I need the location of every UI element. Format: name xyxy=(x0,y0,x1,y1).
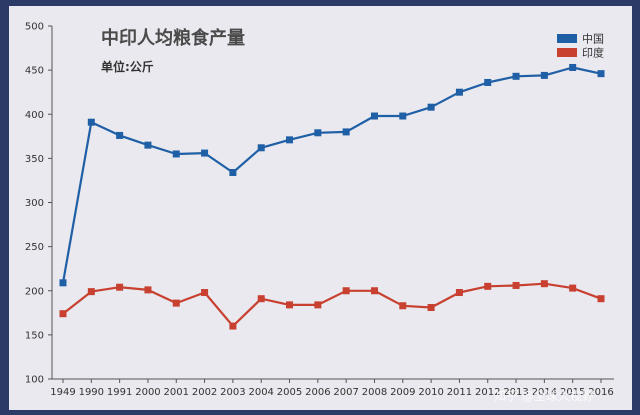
x-tick-label: 2002 xyxy=(192,387,217,398)
series-line-china xyxy=(61,66,602,283)
data-point xyxy=(201,289,209,297)
y-tick-label: 150 xyxy=(25,330,44,341)
data-point xyxy=(597,295,605,303)
legend-swatch xyxy=(557,34,577,43)
data-point xyxy=(399,112,407,120)
x-tick-label: 2014 xyxy=(532,387,557,398)
legend-label: 中国 xyxy=(582,33,604,46)
data-point xyxy=(484,78,492,86)
chart-subtitle: 单位:公斤 xyxy=(101,59,154,74)
watermark: 知乎 @全球大视野 xyxy=(494,388,594,403)
chart-title: 中印人均粮食产量 xyxy=(101,27,245,49)
x-tick-label: 2001 xyxy=(164,387,189,398)
data-point xyxy=(455,289,463,297)
data-point xyxy=(597,70,605,78)
x-tick-label: 2009 xyxy=(390,387,415,398)
y-tick-label: 350 xyxy=(25,154,44,165)
y-tick-label: 400 xyxy=(25,110,44,121)
data-point xyxy=(172,299,180,307)
data-point xyxy=(286,136,294,144)
x-tick-label: 1990 xyxy=(79,387,104,398)
data-point xyxy=(427,304,435,312)
x-tick-label: 2016 xyxy=(588,387,613,398)
x-tick-label: 1991 xyxy=(107,387,132,398)
x-tick-label: 2010 xyxy=(418,387,443,398)
data-point xyxy=(144,141,152,149)
chart-card: 100 150 200 250 300 350 400 450 500 1949 1990 1991 2… xyxy=(9,6,632,410)
data-point xyxy=(116,283,124,291)
data-point xyxy=(257,144,265,152)
y-tick-label: 500 xyxy=(25,22,44,33)
data-point xyxy=(540,71,548,79)
data-point xyxy=(116,131,124,139)
data-point xyxy=(59,310,67,318)
x-tick-label: 2011 xyxy=(447,387,472,398)
data-point xyxy=(370,112,378,120)
data-point xyxy=(484,282,492,290)
data-point xyxy=(569,284,577,292)
legend-swatch xyxy=(557,48,577,57)
x-tick-label: 2013 xyxy=(503,387,528,398)
x-tick-label: 2007 xyxy=(333,387,358,398)
data-point xyxy=(314,301,322,309)
y-tick-label: 100 xyxy=(25,375,44,386)
data-point xyxy=(87,118,95,126)
data-point xyxy=(257,295,265,303)
y-tick-label: 200 xyxy=(25,286,44,297)
series-layer xyxy=(59,63,605,330)
x-tick-label: 2003 xyxy=(220,387,245,398)
x-tick-label: 2012 xyxy=(475,387,500,398)
data-point xyxy=(59,279,67,287)
legend-label: 印度 xyxy=(582,46,604,60)
data-point xyxy=(569,63,577,71)
x-tick-label: 2006 xyxy=(305,387,330,398)
data-point xyxy=(201,149,209,157)
data-point xyxy=(540,280,548,288)
data-point xyxy=(286,301,294,309)
data-point xyxy=(172,150,180,158)
data-point xyxy=(427,103,435,111)
x-tick-label: 2015 xyxy=(560,387,585,398)
data-point xyxy=(144,286,152,294)
data-point xyxy=(512,281,520,289)
x-tick-label: 2005 xyxy=(277,387,302,398)
data-point xyxy=(229,168,237,176)
data-point xyxy=(342,128,350,136)
data-point xyxy=(399,302,407,310)
x-tick-label: 2000 xyxy=(135,387,160,398)
data-point xyxy=(342,287,350,295)
data-point xyxy=(370,287,378,295)
y-tick-label: 250 xyxy=(25,242,44,253)
data-point xyxy=(512,72,520,80)
data-point xyxy=(314,129,322,137)
y-tick-label: 300 xyxy=(25,198,44,209)
x-tick-label: 2008 xyxy=(362,387,387,398)
y-tick-label: 450 xyxy=(25,66,44,77)
data-point xyxy=(87,288,95,296)
x-tick-label: 1949 xyxy=(50,387,75,398)
data-point xyxy=(455,88,463,96)
data-point xyxy=(229,322,237,330)
x-tick-label: 2004 xyxy=(248,387,273,398)
series-line-india xyxy=(62,282,602,328)
